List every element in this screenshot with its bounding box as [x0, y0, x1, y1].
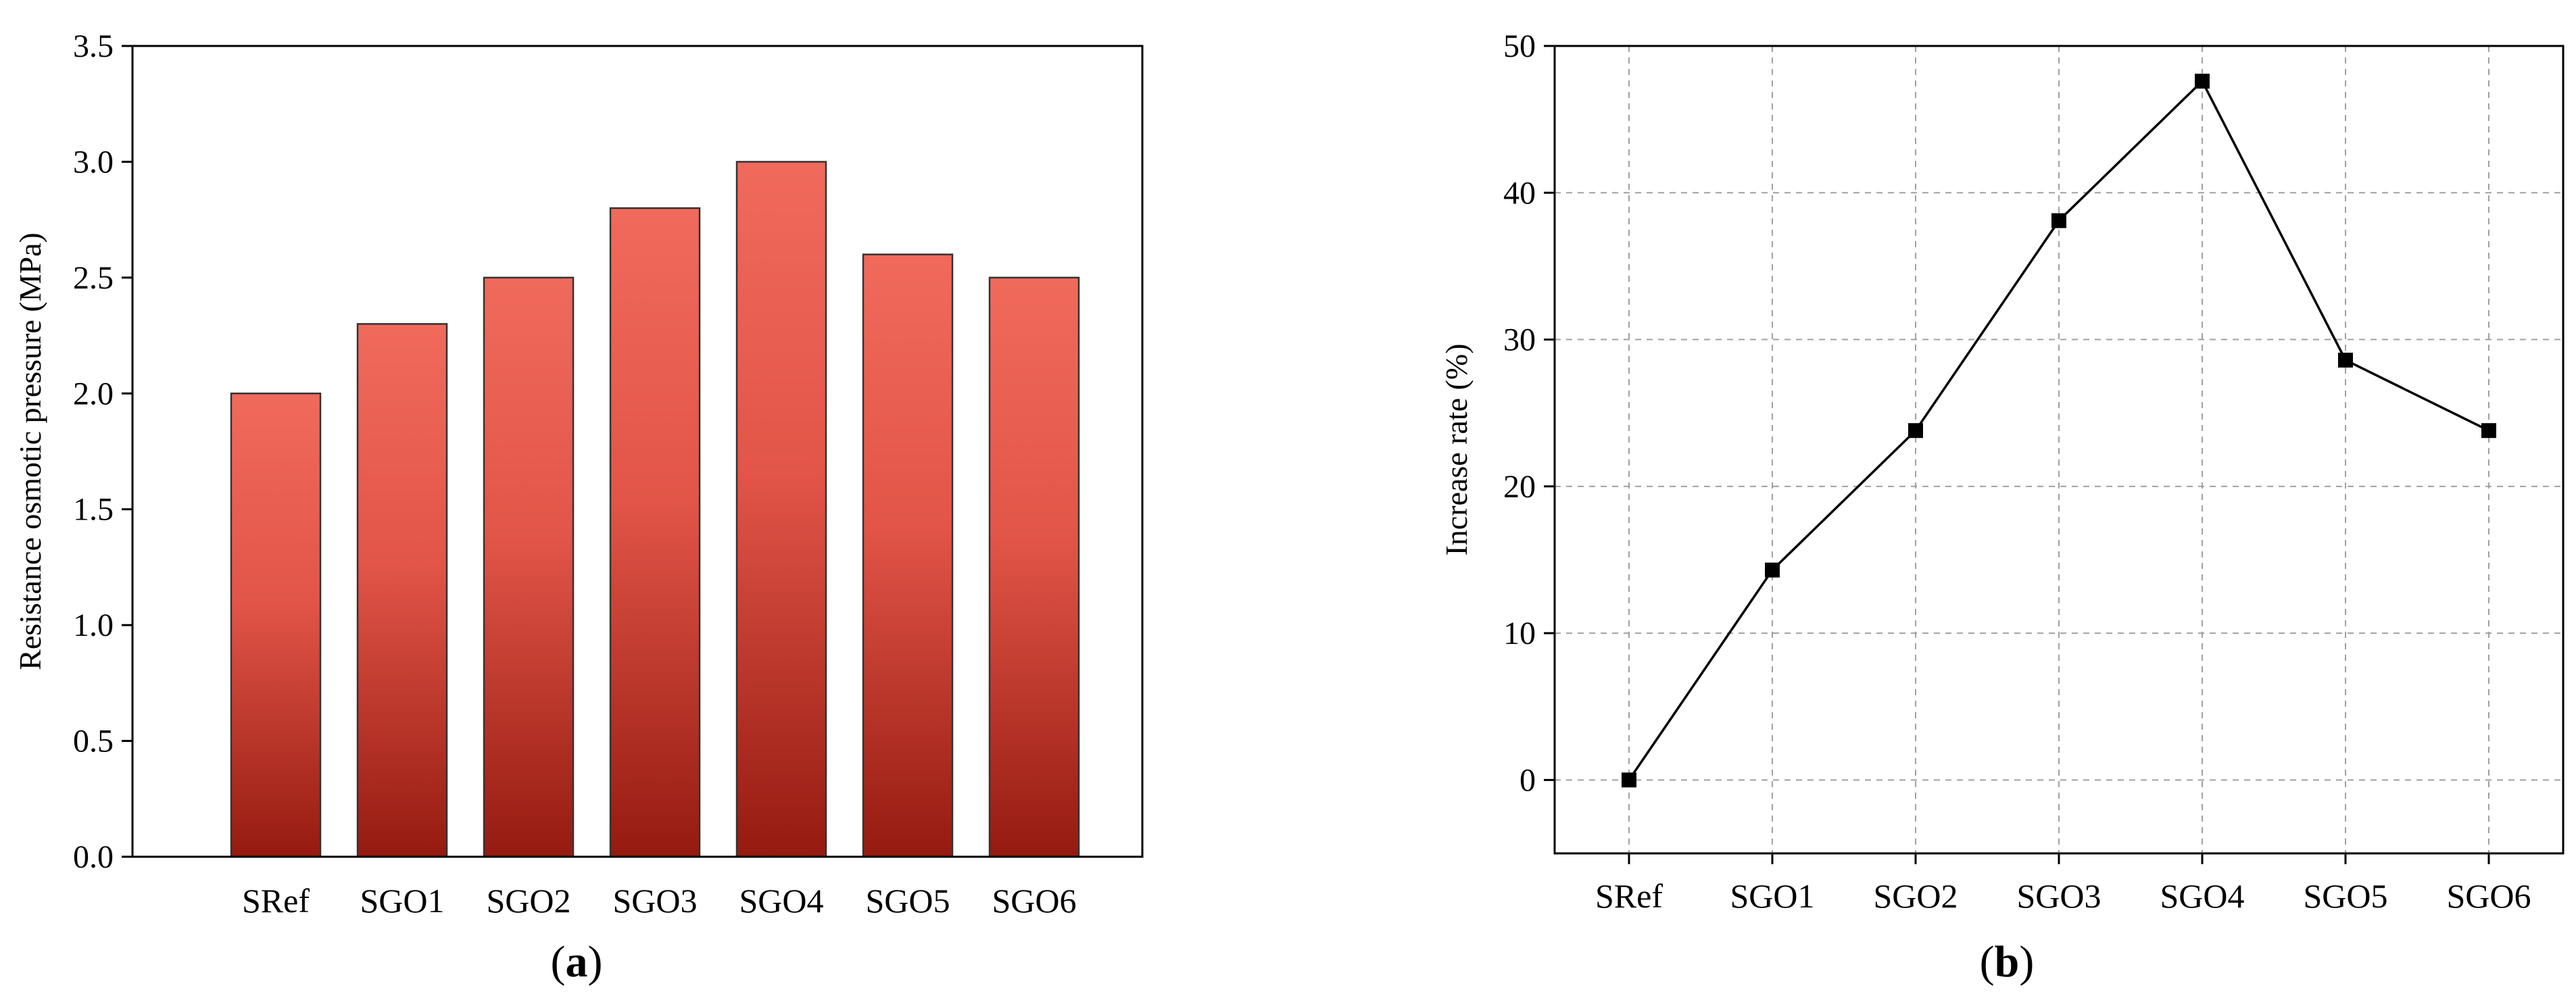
x-tick-label: SGO2 [486, 882, 570, 920]
series-markers [1622, 74, 2496, 788]
bar-SGO3 [609, 207, 701, 858]
y-tick-label: 3.5 [73, 28, 114, 64]
x-axis-ticks: SRef SGO1 SGO2 SGO3 SGO4 SGO5 SGO6 [1595, 853, 2531, 915]
x-tick-label: SGO4 [739, 882, 823, 920]
bar-SGO2 [483, 276, 575, 858]
y-tick-label: 10 [1503, 616, 1536, 651]
y-tick-label: 2.5 [73, 260, 114, 296]
x-tick-label: SGO5 [865, 882, 950, 920]
y-tick-label: 3.0 [73, 144, 114, 180]
x-tick-label: SGO6 [2446, 877, 2531, 915]
data-point-SRef [1622, 772, 1636, 788]
panel-label: (b) [1980, 937, 2035, 986]
panel-label: (a) [551, 937, 603, 986]
bar-series [230, 161, 1080, 858]
panel-letter: b [1995, 937, 2020, 986]
data-point-SGO5 [2338, 352, 2353, 368]
x-tick-label: SGO6 [992, 882, 1076, 920]
y-tick-label: 30 [1503, 322, 1536, 358]
bar-SGO4 [735, 161, 827, 858]
bar-SGO1 [356, 323, 448, 858]
data-point-SGO4 [2195, 74, 2210, 89]
panel-letter: a [566, 937, 588, 986]
data-point-SGO1 [1765, 562, 1780, 578]
bar-SGO5 [862, 253, 954, 858]
x-tick-label: SGO3 [612, 882, 697, 920]
y-tick-label: 2.0 [73, 376, 114, 411]
y-tick-label: 0.0 [73, 839, 114, 875]
y-axis-ticks: 0.0 0.5 1.0 1.5 2.0 2.5 3.0 3.5 [73, 28, 132, 875]
y-tick-label: 50 [1503, 28, 1536, 64]
x-tick-label: SGO1 [1730, 877, 1814, 915]
y-tick-label: 0 [1520, 762, 1536, 798]
bar-SGO6 [988, 276, 1080, 858]
x-tick-label: SRef [1595, 877, 1663, 915]
plot-frame [131, 45, 1144, 858]
y-tick-label: 40 [1503, 175, 1536, 211]
y-tick-label: 20 [1503, 469, 1536, 505]
line-chart-panel: 0 10 20 30 40 50 SRef SGO1 SGO2 SGO3 SGO4 SGO5 SGO6… [1439, 28, 2565, 986]
x-tick-label: SRef [242, 882, 310, 920]
grid-lines [1555, 45, 2563, 853]
data-point-SGO2 [1908, 423, 1923, 439]
data-point-SGO3 [2051, 213, 2066, 228]
y-tick-label: 0.5 [73, 724, 114, 759]
y-tick-label: 1.5 [73, 492, 114, 528]
x-tick-label: SGO4 [2160, 877, 2244, 915]
data-point-SGO6 [2481, 423, 2496, 439]
bar-SRef [230, 393, 322, 858]
x-tick-label: SGO5 [2303, 877, 2387, 915]
y-axis-ticks: 0 10 20 30 40 50 [1503, 28, 1555, 798]
x-tick-label: SGO2 [1873, 877, 1958, 915]
x-tick-label: SGO3 [2016, 877, 2101, 915]
bar-chart-panel: 0.0 0.5 1.0 1.5 2.0 2.5 3.0 3.5 SRef SGO1 SGO2 SGO… [13, 28, 1144, 986]
y-axis-label: Resistance osmotic pressure (MPa) [13, 232, 47, 670]
x-tick-label: SGO1 [360, 882, 444, 920]
y-tick-label: 1.0 [73, 607, 114, 643]
y-axis-label: Increase rate (%) [1439, 343, 1474, 555]
x-axis-ticks: SRef SGO1 SGO2 SGO3 SGO4 SGO5 SGO6 [242, 882, 1077, 920]
